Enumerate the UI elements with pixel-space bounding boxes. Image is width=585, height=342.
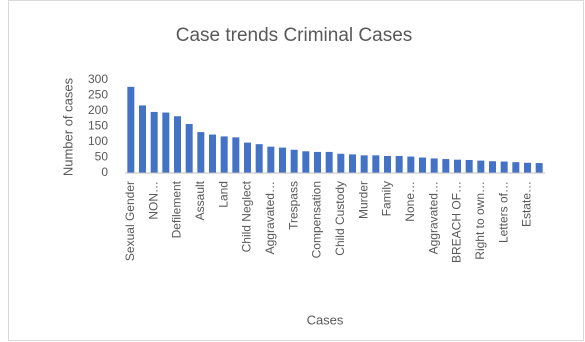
x-tick-label: Murder — [356, 181, 370, 219]
bar — [127, 86, 135, 173]
bar — [162, 112, 170, 173]
x-tick-label: None… — [403, 181, 417, 222]
y-tick-label: 150 — [88, 119, 108, 133]
x-tick-label: Child Custody — [333, 181, 347, 256]
x-tick-label: Assault — [193, 180, 207, 220]
bar — [139, 105, 146, 173]
chart-title: Case trends Criminal Cases — [176, 25, 413, 46]
x-tick-label: Estate… — [520, 181, 534, 227]
bar — [279, 147, 286, 173]
x-tick-label: Land — [216, 181, 230, 208]
x-tick-label: Letters of… — [496, 181, 510, 243]
bar — [395, 155, 403, 173]
x-tick-label: Aggravated… — [426, 181, 440, 254]
bar — [372, 155, 380, 173]
x-tick-label: BREACH OF… — [450, 181, 464, 263]
bar — [220, 136, 228, 173]
bar — [430, 158, 438, 173]
bar — [512, 162, 520, 173]
x-tick-label: Compensation — [310, 181, 324, 258]
bar — [174, 116, 181, 173]
bar — [314, 151, 321, 173]
bar — [489, 161, 496, 173]
x-tick-label: Sexual Gender — [123, 181, 137, 261]
x-tick-label: NON… — [146, 181, 160, 220]
y-tick-label: 0 — [101, 165, 108, 179]
x-tick-label: Aggravated… — [263, 181, 277, 254]
bar — [232, 137, 240, 173]
bar — [477, 160, 485, 173]
bar — [150, 111, 158, 173]
bar — [185, 124, 193, 173]
bar — [500, 161, 508, 173]
y-tick-label: 250 — [88, 88, 108, 102]
bar — [524, 162, 531, 173]
bar — [244, 142, 251, 173]
x-axis-title: Cases — [307, 312, 344, 327]
bar — [290, 149, 298, 173]
x-tick-label: Trespass — [286, 181, 300, 230]
bar — [442, 159, 450, 173]
bar — [255, 144, 263, 173]
bar — [360, 155, 368, 173]
x-tick-label: Right to own… — [473, 181, 487, 260]
bar — [465, 159, 473, 173]
bar — [302, 151, 310, 173]
y-tick-label: 200 — [88, 103, 108, 117]
bar — [197, 132, 205, 173]
x-tick-label: Family — [380, 181, 394, 216]
bar — [325, 151, 333, 173]
y-tick-label: 100 — [88, 134, 108, 148]
y-axis-title: Number of cases — [60, 77, 75, 176]
bar — [349, 154, 356, 173]
bar — [419, 157, 426, 173]
y-tick-label: 300 — [88, 72, 108, 86]
bar — [337, 153, 345, 173]
x-tick-label: Child Neglect — [240, 180, 254, 252]
y-tick-label: 50 — [95, 150, 109, 164]
x-tick-label: Defilement — [170, 180, 184, 238]
bar — [407, 156, 415, 173]
bar — [267, 146, 275, 173]
bar — [209, 134, 216, 173]
bar — [535, 163, 543, 173]
bar — [454, 159, 461, 173]
bar — [384, 155, 391, 173]
